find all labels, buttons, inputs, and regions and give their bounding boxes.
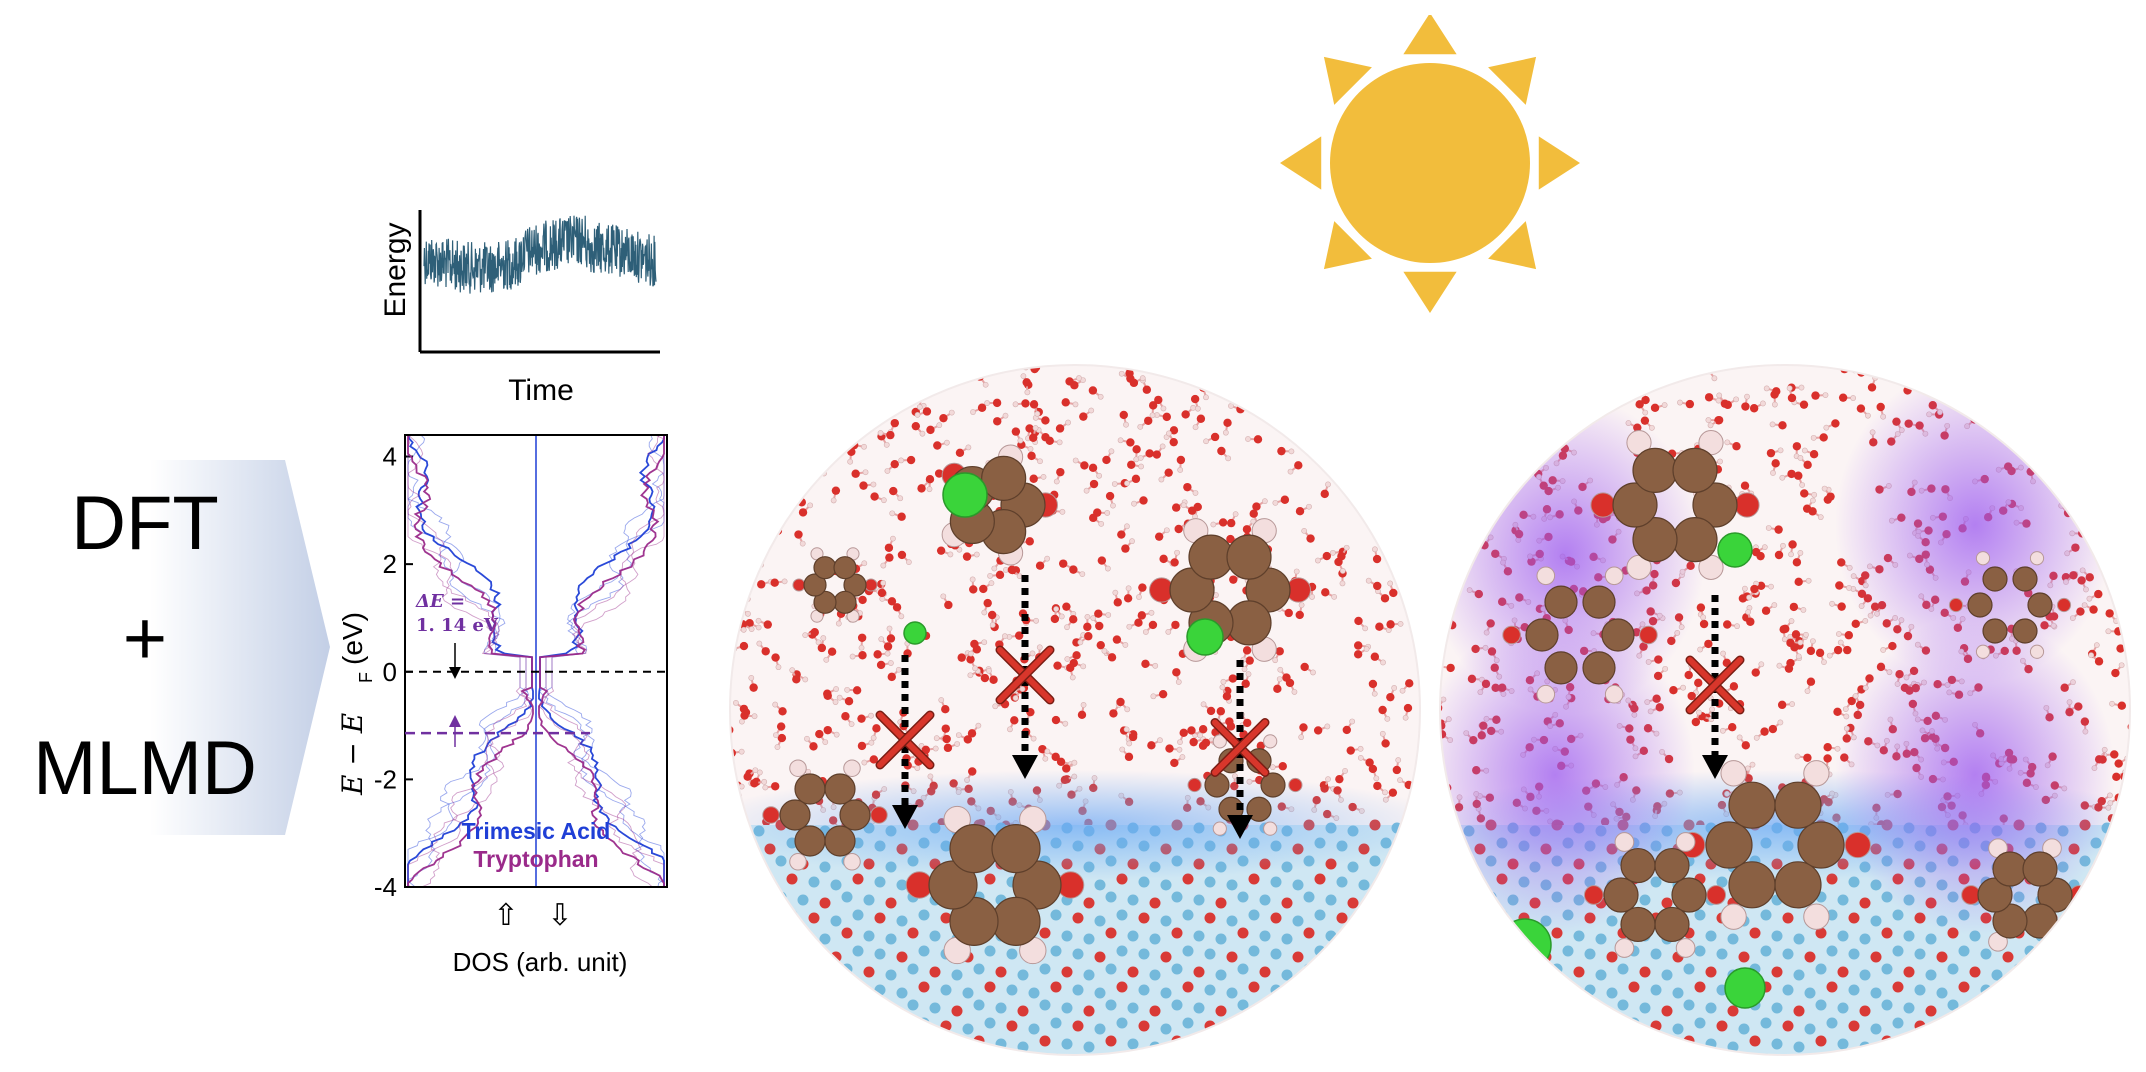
blocked-cross-icon — [875, 710, 935, 770]
chlorine-atom — [903, 621, 927, 645]
sun-ray — [1488, 221, 1537, 270]
organic-molecule — [905, 805, 1085, 965]
blocked-transfer-arrow — [1685, 595, 1745, 779]
trimesic-dos-curve — [544, 435, 665, 888]
tryptophan-dos-curve — [407, 434, 533, 888]
simulation-snapshot-tryptophan — [1435, 355, 2135, 1065]
tryptophan-dos-curve — [538, 435, 665, 887]
snapshot-border — [1439, 364, 2131, 1056]
dos-frame — [404, 434, 668, 888]
trimesic-dos-curve — [538, 434, 665, 887]
dos-y-ticks: 4 2 0 -2 -4 — [374, 442, 413, 902]
dos-xlabel: DOS (arb. unit) — [453, 947, 628, 977]
dos-ylabel: E − E F (eV) — [336, 612, 376, 796]
sun-ray — [1403, 13, 1457, 55]
oxide-surface — [730, 770, 1420, 1055]
energy-trace — [423, 215, 657, 294]
snapshot-border — [729, 364, 1421, 1056]
chlorine-atom — [942, 472, 988, 518]
dos-curves — [407, 434, 665, 888]
dos-ylabel-sub: F — [356, 672, 376, 683]
trimesic-dos-curve — [407, 435, 528, 888]
legend-tryptophan: Tryptophan — [473, 846, 598, 872]
organic-molecule — [762, 759, 888, 871]
method-chevron — [150, 460, 330, 835]
dos-y-tick-label: 2 — [383, 549, 397, 579]
chlorine-atom — [1717, 532, 1753, 568]
method-mlmd: MLMD — [33, 726, 257, 811]
chlorine-atom — [1186, 618, 1224, 656]
blocked-cross-icon — [1210, 718, 1270, 777]
energy-xlabel: Time — [508, 374, 574, 407]
organic-molecule — [1679, 760, 1871, 930]
sun-icon — [1210, 13, 1650, 435]
organic-molecule — [1948, 551, 2072, 659]
sun-ray — [1403, 271, 1457, 313]
organic-molecule — [792, 547, 878, 623]
organic-molecule — [1583, 832, 1727, 958]
energy-ylabel: Energy — [379, 222, 412, 317]
legend-trimesic-acid: Trimesic Acid — [462, 818, 611, 844]
sun-ray — [1323, 56, 1372, 105]
delta-e-value: 1. 14 eV — [416, 615, 499, 636]
dos-plot: E − E F (eV) 4 2 0 -2 -4 ΔE = 1. 14 eV Trime… — [336, 425, 700, 985]
dos-y-tick-label: 0 — [383, 657, 397, 687]
organic-molecule — [1502, 566, 1658, 704]
sun-ray — [1488, 56, 1537, 105]
dos-ylabel-main: E − E — [340, 713, 369, 796]
dos-ylabel-unit: (eV) — [340, 612, 368, 665]
organic-molecule — [1590, 430, 1760, 580]
sun-ray — [1323, 221, 1372, 270]
blocked-cross-icon — [995, 645, 1055, 705]
method-plus: + — [122, 596, 168, 681]
dos-y-tick-label: 4 — [383, 442, 397, 472]
simulation-snapshot-trimesic — [725, 355, 1425, 1065]
tryptophan-dos-curve — [538, 434, 665, 888]
method-panel: DFT + MLMD — [0, 460, 340, 835]
tryptophan-dos-curve — [542, 434, 665, 887]
dos-y-tick-label: -4 — [374, 872, 397, 902]
blocked-transfer-arrow — [995, 575, 1055, 779]
trimesic-dos-curve — [407, 434, 530, 887]
sun-disc — [1330, 63, 1530, 263]
blocked-cross-icon — [1685, 655, 1745, 715]
blocked-transfer-arrow — [875, 655, 935, 829]
energy-time-plot: Energy Time — [360, 200, 680, 420]
delta-e-label: ΔE = — [415, 591, 465, 612]
chlorine-atom — [1724, 967, 1766, 1009]
dos-y-tick-label: -2 — [374, 764, 397, 794]
spin-down-arrow-icon: ⇩ — [547, 899, 572, 932]
tryptophan-dos-curve — [407, 434, 529, 888]
sun-ray — [1538, 136, 1580, 190]
sun-ray — [1280, 136, 1322, 190]
blocked-transfer-arrow — [1210, 660, 1270, 839]
chlorine-atom — [1498, 918, 1552, 972]
spin-up-arrow-icon: ⇧ — [493, 899, 518, 932]
method-dft: DFT — [71, 481, 219, 566]
tryptophan-dos-curve — [407, 435, 534, 887]
